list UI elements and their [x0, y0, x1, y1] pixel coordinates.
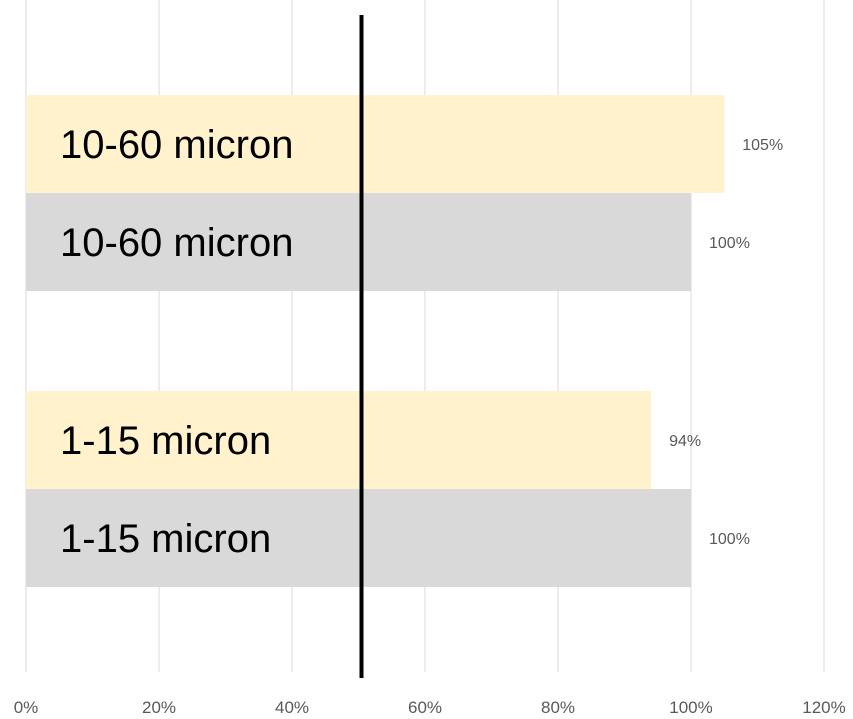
bar-label: 1-15 micron [60, 517, 271, 561]
x-tick-label: 120% [802, 698, 845, 717]
bar-label: 10-60 micron [60, 123, 293, 167]
data-label: 94% [669, 433, 701, 450]
x-axis-ticks: 0% 20% 40% 60% 80% 100% 120% [14, 698, 846, 717]
bar [26, 193, 691, 291]
bar [26, 391, 652, 489]
data-label: 100% [709, 531, 750, 548]
bars [26, 95, 725, 587]
x-tick-label: 40% [275, 698, 309, 717]
data-label: 100% [709, 235, 750, 252]
data-label: 105% [742, 137, 783, 154]
bar-label: 10-60 micron [60, 221, 293, 265]
bar-label: 1-15 micron [60, 419, 271, 463]
x-tick-label: 20% [142, 698, 176, 717]
bar-labels: 10-60 micron 105% 10-60 micron 100% 1-15 mic… [60, 123, 783, 561]
bar [26, 489, 691, 587]
x-tick-label: 80% [541, 698, 575, 717]
bar [26, 95, 725, 193]
x-tick-label: 100% [669, 698, 712, 717]
x-tick-label: 60% [408, 698, 442, 717]
x-tick-label: 0% [14, 698, 39, 717]
